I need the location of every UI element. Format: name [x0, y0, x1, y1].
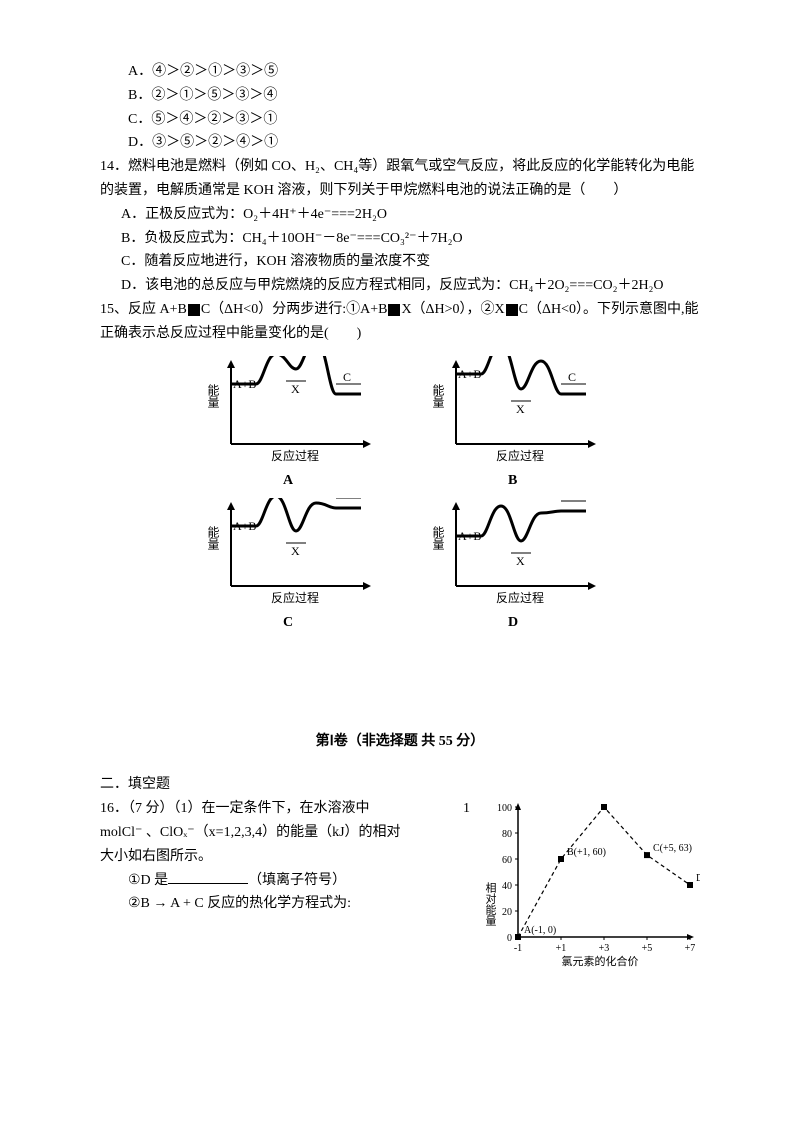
q15-mid1: C（ΔH<0）分两步进行:①A+B — [201, 302, 388, 317]
svg-text:能量: 能量 — [431, 383, 445, 407]
svg-text:A+B: A+B — [233, 377, 256, 391]
fill-heading: 二．填空题 — [100, 773, 700, 797]
q16-wrap: 16．（7 分）（1）在一定条件下，在水溶液中 1 molCl⁻ 、ClOₓ⁻（… — [100, 797, 700, 967]
q14-option-a: A．正极反应式为：O₂＋4H⁺＋4e⁻===2H₂O — [100, 203, 700, 227]
q16-line2: molCl⁻ 、ClOₓ⁻（x=1,2,3,4）的能量（kJ）的相对 — [100, 821, 470, 845]
q16-line3: 大小如右图所示。 — [100, 845, 470, 869]
svg-text:C: C — [568, 370, 576, 384]
q16-line1b: 1 — [463, 797, 470, 821]
svg-text:X: X — [516, 402, 525, 416]
svg-text:40: 40 — [502, 881, 512, 892]
option-d: D．③＞⑤＞②＞④＞① — [100, 131, 700, 155]
q15-pre: 15、反应 A+B — [100, 302, 187, 317]
svg-text:X: X — [291, 544, 300, 558]
svg-text:+5: +5 — [642, 943, 653, 954]
svg-text:反应过程: 反应过程 — [496, 448, 544, 463]
svg-text:+1: +1 — [556, 943, 567, 954]
q15-stem: 15、反应 A+BC（ΔH<0）分两步进行:①A+BX（ΔH>0），②XC（ΔH… — [100, 298, 700, 346]
svg-text:100: 100 — [497, 803, 512, 814]
svg-text:反应过程: 反应过程 — [271, 590, 319, 605]
svg-text:80: 80 — [502, 829, 512, 840]
q16-chart: 0 20 40 60 80 100 -1 +1 +3 +5 +7 A(-1, 0) B(+1, 60) C… — [480, 797, 700, 967]
svg-text:20: 20 — [502, 907, 512, 918]
option-b: B．②＞①＞⑤＞③＞④ — [100, 84, 700, 108]
svg-text:X: X — [516, 554, 525, 568]
q15-diagram-b: A+B X C 能量 反应过程 B — [415, 356, 610, 488]
svg-text:能量: 能量 — [206, 383, 220, 407]
q14-option-c: C．随着反应地进行，KOH 溶液物质的量浓度不变 — [100, 250, 700, 274]
q15-diagram-a: A+B X C 能量 反应过程 A — [190, 356, 385, 488]
svg-text:C: C — [283, 615, 293, 630]
svg-text:-1: -1 — [514, 943, 522, 954]
svg-text:X: X — [291, 382, 300, 396]
q16-text: 16．（7 分）（1）在一定条件下，在水溶液中 1 molCl⁻ 、ClOₓ⁻（… — [100, 797, 470, 916]
q15-mid2: X（ΔH>0），②X — [401, 302, 504, 317]
svg-text:D: D — [508, 615, 518, 630]
svg-text:C: C — [343, 370, 351, 384]
svg-text:反应过程: 反应过程 — [271, 448, 319, 463]
svg-text:B: B — [508, 473, 517, 488]
svg-text:C: C — [568, 498, 576, 501]
q15-diagram-d: A+B X C 能量 反应过程 D — [415, 498, 610, 630]
q16-sub1-post: （填离子符号） — [248, 873, 346, 888]
svg-text:0: 0 — [507, 933, 512, 944]
svg-text:A: A — [283, 473, 294, 488]
q15-diagram-grid: A+B X C 能量 反应过程 A A+B X C 能量 反应过程 B A+B … — [190, 356, 610, 630]
svg-text:D: D — [696, 873, 700, 884]
svg-text:60: 60 — [502, 855, 512, 866]
svg-text:氯元素的化合价: 氯元素的化合价 — [562, 954, 639, 967]
blank-field[interactable] — [168, 869, 248, 884]
svg-text:能量: 能量 — [431, 525, 445, 549]
q16-line1: 16．（7 分）（1）在一定条件下，在水溶液中 1 — [100, 797, 470, 821]
q16-sub1-pre: ①D 是 — [128, 873, 168, 888]
option-c: C．⑤＞④＞②＞③＞① — [100, 108, 700, 132]
svg-text:+3: +3 — [599, 943, 610, 954]
svg-text:A+B: A+B — [458, 367, 481, 381]
svg-text:C(+5, 63): C(+5, 63) — [653, 843, 692, 854]
blackbox-icon — [388, 304, 400, 316]
blackbox-icon — [188, 304, 200, 316]
blackbox-icon — [506, 304, 518, 316]
svg-text:+7: +7 — [685, 943, 696, 954]
q14-option-b: B．负极反应式为：CH₄＋10OH⁻－8e⁻===CO₃²⁻＋7H₂O — [100, 227, 700, 251]
svg-text:反应过程: 反应过程 — [496, 590, 544, 605]
q16-line1a: 16．（7 分）（1）在一定条件下，在水溶液中 — [100, 797, 370, 821]
svg-text:A(-1, 0): A(-1, 0) — [524, 925, 556, 936]
svg-text:相对能量: 相对能量 — [484, 882, 497, 926]
svg-text:B(+1, 60): B(+1, 60) — [567, 847, 606, 858]
svg-text:A+B: A+B — [233, 519, 256, 533]
section-2-title: 第Ⅰ卷（非选择题 共 55 分） — [100, 730, 700, 754]
q16-sub1: ①D 是 （填离子符号） — [100, 869, 470, 893]
q14-option-d: D．该电池的总反应与甲烷燃烧的反应方程式相同，反应式为：CH₄＋2O₂===CO… — [100, 274, 700, 298]
q16-sub2: ②B → A + C 反应的热化学方程式为: — [100, 892, 470, 916]
q15-diagram-c: A+B X C 能量 反应过程 C — [190, 498, 385, 630]
q14-stem: 14．燃料电池是燃料（例如 CO、H₂、CH₄等）跟氧气或空气反应，将此反应的化… — [100, 155, 700, 203]
svg-text:A+B: A+B — [458, 529, 481, 543]
svg-text:能量: 能量 — [206, 525, 220, 549]
option-a: A．④＞②＞①＞③＞⑤ — [100, 60, 700, 84]
